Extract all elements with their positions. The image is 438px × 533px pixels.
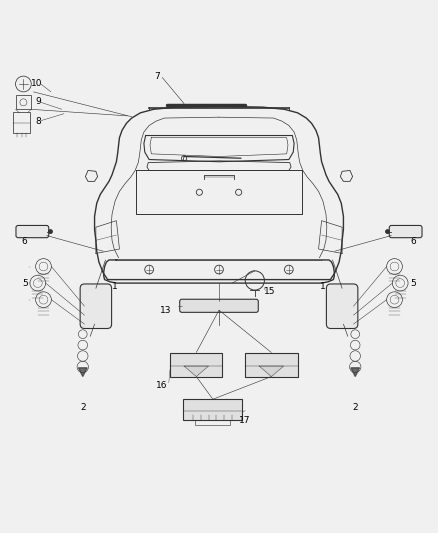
Text: 2: 2 <box>80 402 85 411</box>
FancyBboxPatch shape <box>16 225 49 238</box>
Text: 6: 6 <box>410 237 416 246</box>
Text: 5: 5 <box>22 279 28 288</box>
Text: 1: 1 <box>320 281 326 290</box>
FancyBboxPatch shape <box>183 399 242 420</box>
Text: 15: 15 <box>264 287 276 296</box>
Circle shape <box>49 230 52 233</box>
FancyBboxPatch shape <box>180 299 258 312</box>
Text: 13: 13 <box>160 305 172 314</box>
Text: 8: 8 <box>35 117 41 126</box>
FancyBboxPatch shape <box>389 225 422 238</box>
FancyBboxPatch shape <box>80 284 112 328</box>
FancyBboxPatch shape <box>245 352 297 376</box>
Circle shape <box>386 230 389 233</box>
Polygon shape <box>259 366 284 376</box>
FancyBboxPatch shape <box>326 284 358 328</box>
FancyBboxPatch shape <box>170 352 223 376</box>
Text: 10: 10 <box>31 79 42 87</box>
Text: 2: 2 <box>353 402 358 411</box>
Polygon shape <box>78 368 87 376</box>
Polygon shape <box>184 366 208 376</box>
Text: 5: 5 <box>410 279 416 288</box>
Text: 1: 1 <box>112 281 118 290</box>
Text: 16: 16 <box>155 381 167 390</box>
Text: 17: 17 <box>239 416 250 425</box>
Text: 9: 9 <box>35 98 41 107</box>
Polygon shape <box>351 368 360 376</box>
Text: 7: 7 <box>154 72 160 81</box>
Text: 6: 6 <box>22 237 28 246</box>
